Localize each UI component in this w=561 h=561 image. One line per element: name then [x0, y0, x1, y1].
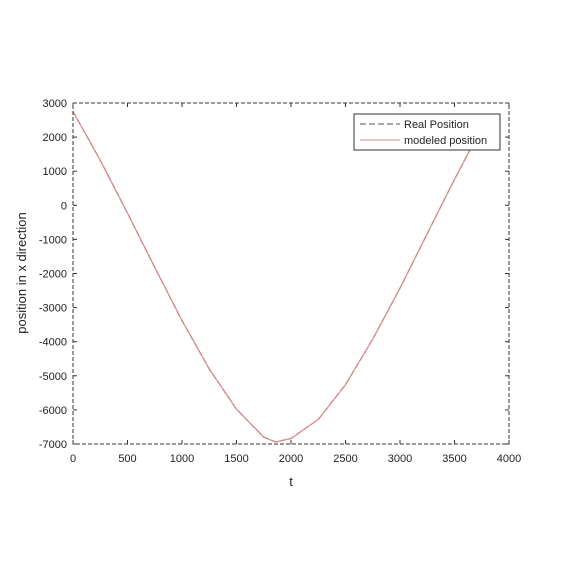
x-tick-label: 3000 — [388, 453, 412, 465]
y-tick-label: -2000 — [39, 269, 67, 281]
y-tick-label: 0 — [61, 200, 67, 212]
y-tick-label: 2000 — [43, 132, 67, 144]
x-tick-label: 4000 — [497, 453, 521, 465]
x-tick-label: 2000 — [279, 453, 303, 465]
legend: Real Position modeled position — [353, 113, 501, 151]
y-tick-label: 3000 — [43, 98, 67, 110]
y-tick-label: -3000 — [39, 303, 67, 315]
x-axis-label: t — [289, 474, 293, 489]
x-tick-label: 1500 — [224, 453, 248, 465]
legend-label-modeled-position: modeled position — [404, 135, 487, 147]
x-tick-label: 1000 — [170, 453, 194, 465]
plot-area — [73, 103, 509, 444]
y-axis-label: position in x direction — [14, 212, 29, 333]
y-tick-label: -5000 — [39, 371, 67, 383]
y-tick-label: -7000 — [39, 439, 67, 451]
legend-box — [353, 113, 501, 151]
x-tick-label: 2500 — [333, 453, 357, 465]
y-tick-label: -1000 — [39, 234, 67, 246]
y-tick-label: 1000 — [43, 166, 67, 178]
ticks-layer: 0 500 1000 1500 2000 2500 3000 3500 4000 3000 2000… — [39, 98, 521, 465]
x-tick-label: 0 — [70, 453, 76, 465]
series-line-modeled-position — [72, 111, 480, 443]
series-layer — [72, 111, 480, 443]
plot-frame — [72, 102, 510, 445]
y-tick-label: -4000 — [39, 337, 67, 349]
x-tick-label: 500 — [118, 453, 136, 465]
x-tick-label: 3500 — [442, 453, 466, 465]
legend-label-real-position: Real Position — [404, 119, 469, 131]
y-tick-label: -6000 — [39, 405, 67, 417]
